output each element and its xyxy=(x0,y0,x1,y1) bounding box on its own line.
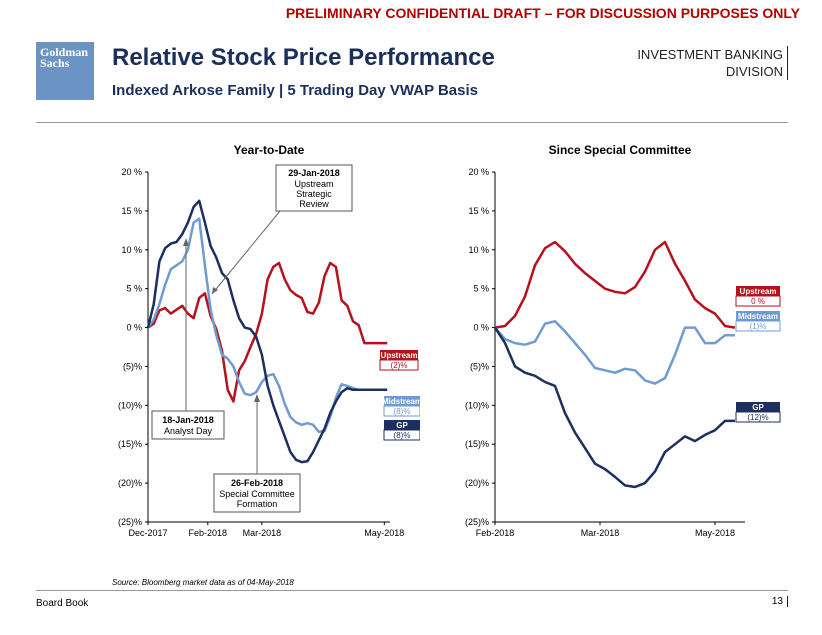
division-line1: INVESTMENT BANKING xyxy=(637,47,783,62)
series-line-gp xyxy=(493,326,735,489)
footer-divider xyxy=(36,590,788,591)
annotation-date: 26-Feb-2018 xyxy=(231,478,283,488)
series-value-box xyxy=(735,295,781,307)
series-value-box xyxy=(735,320,781,332)
series-value-box xyxy=(379,359,419,371)
y-tick-label: 15 % xyxy=(121,206,142,216)
annotation-arrow-29jan xyxy=(212,287,218,294)
x-tick-label: May-2018 xyxy=(364,528,404,538)
series-label-name: GP xyxy=(752,403,764,412)
annotation-box-26feb xyxy=(213,473,301,513)
ytd-chart: Year-to-Date 20 % 15 % 10 % 5 % 0 % (5)% (10)% (… xyxy=(118,143,420,538)
y-tick-label: (5)% xyxy=(123,361,142,371)
series-line-upstream xyxy=(494,240,736,329)
y-tick-label: 5 % xyxy=(126,284,142,294)
series-label-name: GP xyxy=(396,421,408,430)
source-note: Source: Bloomberg market data as of 04-M… xyxy=(112,578,294,587)
x-tick-label: Dec-2017 xyxy=(128,528,167,538)
series-label-value: (8)% xyxy=(394,431,411,440)
x-tick-label: Feb-2018 xyxy=(476,528,515,538)
series-label-name: Midstream xyxy=(738,312,778,321)
x-tick-label: Mar-2018 xyxy=(581,528,620,538)
annotation-text: Review xyxy=(299,199,329,209)
x-tick-label: Feb-2018 xyxy=(189,528,228,538)
y-tick-label: (15)% xyxy=(118,439,142,449)
division-line2: DIVISION xyxy=(725,64,783,79)
y-tick-label: (15)% xyxy=(465,439,489,449)
annotation-text: Upstream xyxy=(294,179,333,189)
annotation-text: Formation xyxy=(237,499,278,509)
chart-title: Since Special Committee xyxy=(549,143,692,157)
annotation-text: Analyst Day xyxy=(164,426,213,436)
series-label-box xyxy=(736,402,780,412)
logo-line1: Goldman xyxy=(40,45,89,59)
page-number: 13 xyxy=(772,596,788,607)
series-line-gp xyxy=(146,199,388,464)
y-tick-label: 5 % xyxy=(473,284,489,294)
y-tick-label: 0 % xyxy=(473,323,489,333)
y-tick-label: 20 % xyxy=(121,167,142,177)
since-committee-chart: Since Special Committee 20 % 15 % 10 % 5 % 0 … xyxy=(465,143,781,538)
series-value-box xyxy=(383,405,420,417)
header-divider xyxy=(36,122,788,123)
series-label-box xyxy=(380,350,418,360)
y-tick-label: (5)% xyxy=(470,361,489,371)
series-label-value: 0 % xyxy=(751,297,765,306)
series-value-box xyxy=(735,411,781,423)
series-label-box xyxy=(736,311,780,321)
series-label-name: Upstream xyxy=(740,287,777,296)
series-label-value: (8)% xyxy=(394,407,411,416)
y-tick-label: (10)% xyxy=(465,400,489,410)
y-tick-label: (20)% xyxy=(118,478,142,488)
y-tick-label: 10 % xyxy=(121,245,142,255)
annotation-date: 29-Jan-2018 xyxy=(288,168,340,178)
y-tick-label: (25)% xyxy=(465,517,489,527)
y-tick-label: 10 % xyxy=(468,245,489,255)
confidential-banner: PRELIMINARY CONFIDENTIAL DRAFT – FOR DIS… xyxy=(285,5,800,21)
annotation-box-18jan xyxy=(151,410,225,440)
annotation-leader-29jan xyxy=(211,210,281,295)
series-label-value: (1)% xyxy=(750,322,767,331)
y-tick-label: 15 % xyxy=(468,206,489,216)
logo-line2: Sachs xyxy=(40,56,70,70)
chart-title: Year-to-Date xyxy=(234,143,305,157)
series-line-midstream xyxy=(146,217,388,434)
x-tick-label: Mar-2018 xyxy=(243,528,282,538)
y-tick-label: 20 % xyxy=(468,167,489,177)
y-tick-label: (25)% xyxy=(118,517,142,527)
annotation-date: 18-Jan-2018 xyxy=(162,415,214,425)
series-label-name: Midstream xyxy=(382,397,420,406)
x-tick-label: May-2018 xyxy=(695,528,735,538)
y-tick-label: 0 % xyxy=(126,323,142,333)
footer-board-book: Board Book xyxy=(36,598,89,609)
annotation-arrow-26feb xyxy=(254,394,260,402)
y-tick-label: (20)% xyxy=(465,478,489,488)
series-label-name: Upstream xyxy=(381,351,418,360)
annotation-box-29jan xyxy=(275,164,353,212)
goldman-sachs-logo: Goldman Sachs xyxy=(36,42,94,100)
series-label-value: (2)% xyxy=(391,361,408,370)
series-line-midstream xyxy=(494,320,735,385)
page-subtitle: Indexed Arkose Family | 5 Trading Day VW… xyxy=(112,82,478,99)
series-label-value: (12)% xyxy=(747,413,768,422)
annotation-arrow-18jan xyxy=(183,238,189,246)
series-label-box xyxy=(384,396,420,406)
series-label-box xyxy=(384,420,420,430)
annotation-text: Strategic xyxy=(296,189,332,199)
y-tick-label: (10)% xyxy=(118,400,142,410)
series-label-box xyxy=(736,286,780,296)
annotation-text: Special Committee xyxy=(219,489,295,499)
page-title: Relative Stock Price Performance xyxy=(112,44,495,71)
series-line-upstream xyxy=(147,261,388,403)
series-value-box xyxy=(383,429,420,441)
division-label: INVESTMENT BANKING DIVISION xyxy=(637,46,788,80)
